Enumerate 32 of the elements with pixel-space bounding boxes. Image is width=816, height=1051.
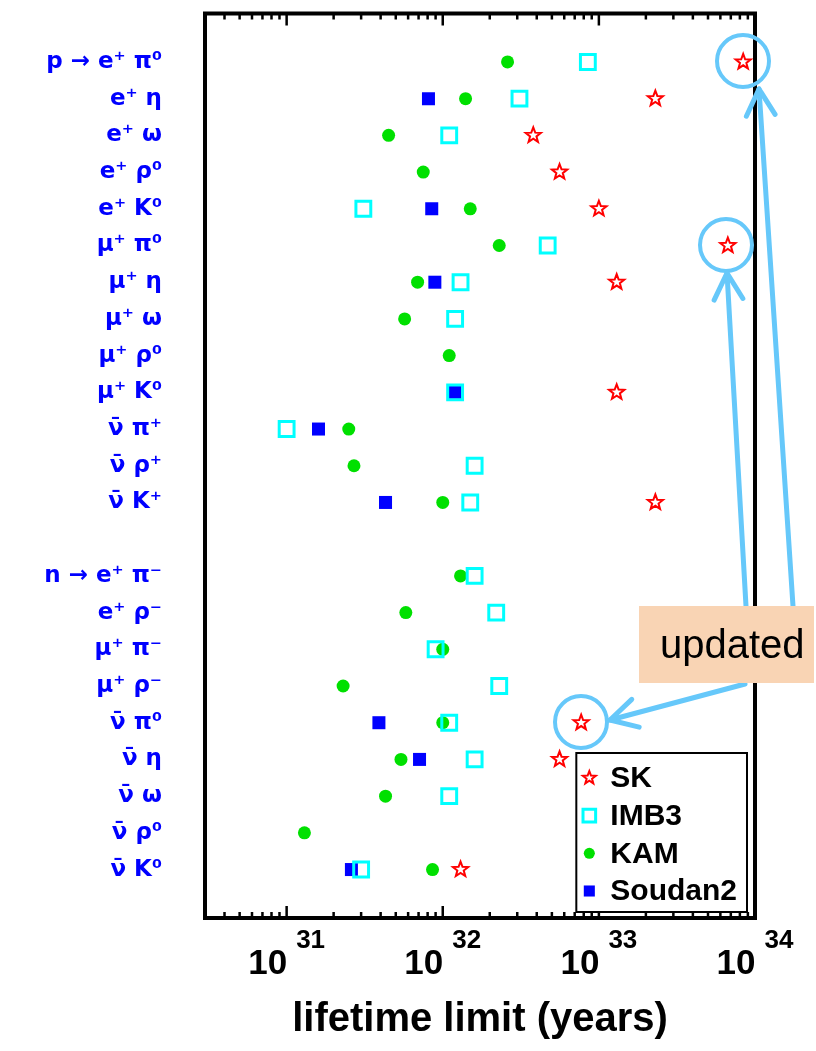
x-tick-label: 1031 — [248, 923, 326, 981]
y-tick-label: ν̄ K⁰ — [110, 854, 162, 881]
y-tick-label: ν̄ ρ⁺ — [109, 450, 162, 477]
y-tick-label: ν̄ ω — [118, 781, 162, 808]
y-tick-label: μ⁺ π⁻ — [94, 634, 162, 661]
y-tick-label: e⁺ η — [109, 83, 162, 110]
annotation: updated — [639, 606, 814, 683]
y-tick-label: ν̄ π⁰ — [110, 707, 162, 734]
y-tick-label: e⁺ ω — [106, 120, 162, 147]
y-tick-label: p → e⁺ π⁰ — [46, 46, 162, 73]
legend-label: SK — [610, 760, 653, 794]
y-tick-label: μ⁺ ρ⁻ — [96, 670, 162, 697]
y-tick-label: e⁺ K⁰ — [98, 193, 162, 220]
x-axis-title: lifetime limit (years) — [292, 995, 668, 1039]
y-tick-label: μ⁺ η — [108, 267, 162, 294]
y-tick-label: e⁺ ρ⁻ — [97, 597, 162, 624]
legend-label: IMB3 — [610, 797, 683, 831]
y-tick-label: μ⁺ π⁰ — [96, 230, 162, 257]
y-tick-label: ν̄ π⁺ — [107, 414, 162, 441]
y-tick-label: e⁺ ρ⁰ — [99, 157, 162, 184]
y-tick-label: μ⁺ K⁰ — [97, 377, 162, 404]
y-tick-label: ν̄ K⁺ — [108, 487, 162, 514]
x-tick-label: 1032 — [404, 923, 482, 981]
y-tick-label: ν̄ ρ⁰ — [111, 817, 162, 844]
x-tick-label: 1034 — [716, 923, 794, 981]
y-tick-label: n → e⁺ π⁻ — [44, 560, 162, 587]
y-tick-label: μ⁺ ω — [104, 303, 162, 330]
x-tick-label: 1033 — [560, 923, 638, 981]
legend-label: Soudan2 — [610, 873, 738, 907]
legend-label: KAM — [610, 835, 679, 869]
y-tick-label: μ⁺ ρ⁰ — [98, 340, 162, 367]
y-tick-label: ν̄ η — [121, 744, 162, 771]
